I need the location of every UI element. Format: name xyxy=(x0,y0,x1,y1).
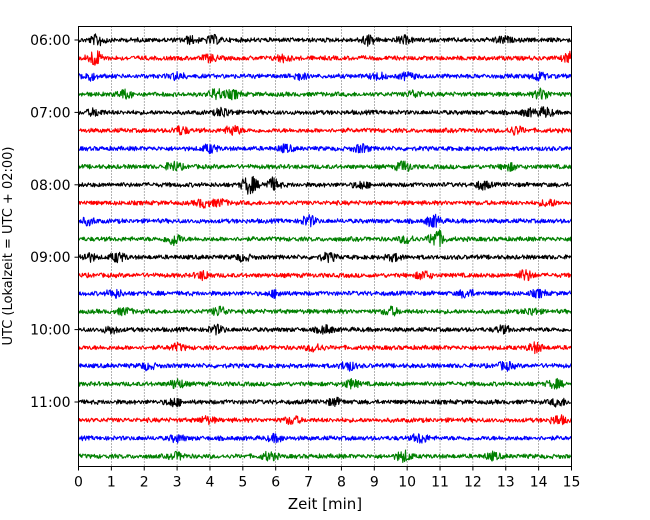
x-axis-ticks: 0 1 2 3 4 5 6 7 8 9 10 11 12 13 14 15 xyxy=(74,466,581,491)
x-tick-label-11: 11 xyxy=(431,475,449,491)
y-tick-label-0: 06:00 xyxy=(30,33,70,49)
trace-1000 xyxy=(77,323,572,336)
x-tick-label-12: 12 xyxy=(464,475,482,491)
x-tick-label-9: 9 xyxy=(370,475,379,491)
x-tick-label-13: 13 xyxy=(497,475,515,491)
trace-1100 xyxy=(78,396,572,408)
trace-0730 xyxy=(77,143,572,155)
plot-frame xyxy=(78,26,572,467)
trace-0645 xyxy=(77,87,573,101)
x-axis-label: Zeit [min] xyxy=(288,495,362,513)
trace-0945 xyxy=(78,305,572,317)
trace-1015 xyxy=(77,341,572,355)
trace-1045 xyxy=(77,377,573,390)
trace-0745 xyxy=(77,160,572,172)
y-tick-label-4: 10:00 xyxy=(30,323,70,339)
x-tick-label-7: 7 xyxy=(304,475,313,491)
y-tick-label-3: 09:00 xyxy=(30,250,70,266)
trace-1115 xyxy=(78,414,572,426)
trace-1030 xyxy=(78,360,573,372)
x-tick-label-10: 10 xyxy=(398,475,416,491)
trace-0845 xyxy=(77,229,573,248)
trace-0615 xyxy=(77,50,573,66)
trace-1145 xyxy=(78,449,573,464)
x-tick-label-14: 14 xyxy=(530,475,548,491)
trace-0715 xyxy=(78,124,572,136)
x-tick-label-4: 4 xyxy=(206,475,215,491)
x-tick-label-6: 6 xyxy=(271,475,280,491)
trace-group xyxy=(77,33,573,464)
trace-0815 xyxy=(77,198,573,209)
x-tick-label-15: 15 xyxy=(563,475,581,491)
y-axis-ticks: 06:00 07:00 08:00 09:00 10:00 11:00 xyxy=(30,33,79,411)
trace-0915 xyxy=(77,269,572,282)
y-tick-label-2: 08:00 xyxy=(30,178,70,194)
trace-0700 xyxy=(77,106,573,118)
x-tick-label-8: 8 xyxy=(337,475,346,491)
trace-0830 xyxy=(78,213,572,228)
trace-0900 xyxy=(78,251,572,264)
x-tick-label-5: 5 xyxy=(238,475,247,491)
trace-0600 xyxy=(77,33,573,47)
trace-0930 xyxy=(77,288,572,300)
trace-0630 xyxy=(77,71,573,82)
x-tick-label-2: 2 xyxy=(140,475,149,491)
x-tick-label-0: 0 xyxy=(74,475,83,491)
trace-1130 xyxy=(78,432,573,444)
y-tick-label-5: 11:00 xyxy=(30,395,70,411)
x-tick-label-3: 3 xyxy=(173,475,182,491)
x-tick-label-1: 1 xyxy=(107,475,116,491)
trace-0800 xyxy=(77,175,572,195)
y-tick-label-1: 07:00 xyxy=(30,105,70,121)
y-axis-label: UTC (Lokalzeit = UTC + 02:00) xyxy=(1,147,16,346)
